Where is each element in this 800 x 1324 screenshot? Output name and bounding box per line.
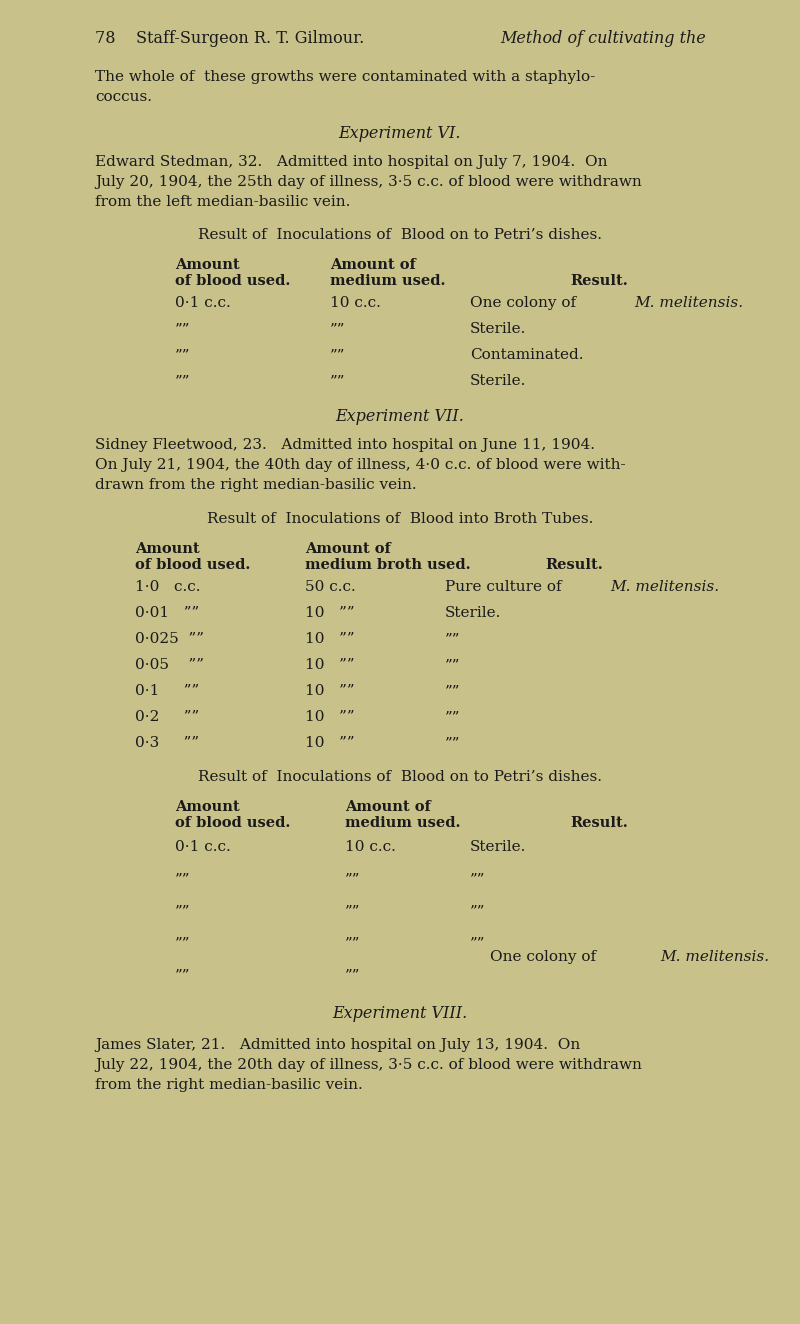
Text: Amount of: Amount of — [305, 542, 391, 556]
Text: Amount of: Amount of — [330, 258, 416, 271]
Text: Sterile.: Sterile. — [445, 606, 502, 620]
Text: Result.: Result. — [570, 274, 628, 289]
Text: July 22, 1904, the 20th day of illness, 3·5 c.c. of blood were withdrawn: July 22, 1904, the 20th day of illness, … — [95, 1058, 642, 1072]
Text: ””: ”” — [345, 968, 361, 982]
Text: M. melitensis.: M. melitensis. — [660, 951, 769, 964]
Text: of blood used.: of blood used. — [175, 274, 290, 289]
Text: 78    Staff-Surgeon R. T. Gilmour.: 78 Staff-Surgeon R. T. Gilmour. — [95, 30, 364, 46]
Text: Method of cultivating the: Method of cultivating the — [500, 30, 706, 46]
Text: Amount: Amount — [135, 542, 200, 556]
Text: 10   ””: 10 ”” — [305, 606, 354, 620]
Text: Result of  Inoculations of  Blood on to Petri’s dishes.: Result of Inoculations of Blood on to Pe… — [198, 228, 602, 242]
Text: drawn from the right median-basilic vein.: drawn from the right median-basilic vein… — [95, 478, 417, 493]
Text: ””: ”” — [330, 322, 346, 336]
Text: Edward Stedman, 32.   Admitted into hospital on July 7, 1904.  On: Edward Stedman, 32. Admitted into hospit… — [95, 155, 607, 169]
Text: Sterile.: Sterile. — [470, 839, 526, 854]
Text: Result of  Inoculations of  Blood on to Petri’s dishes.: Result of Inoculations of Blood on to Pe… — [198, 771, 602, 784]
Text: from the right median-basilic vein.: from the right median-basilic vein. — [95, 1078, 362, 1092]
Text: ””: ”” — [345, 936, 361, 951]
Text: ””: ”” — [175, 968, 190, 982]
Text: Result.: Result. — [545, 557, 602, 572]
Text: Result of  Inoculations of  Blood into Broth Tubes.: Result of Inoculations of Blood into Bro… — [207, 512, 593, 526]
Text: 1·0   c.c.: 1·0 c.c. — [135, 580, 201, 594]
Text: ””: ”” — [470, 936, 486, 951]
Text: 10   ””: 10 ”” — [305, 658, 354, 673]
Text: 0·3     ””: 0·3 ”” — [135, 736, 199, 749]
Text: M. melitensis.: M. melitensis. — [634, 297, 743, 310]
Text: Contaminated.: Contaminated. — [470, 348, 583, 361]
Text: One colony of: One colony of — [490, 951, 601, 964]
Text: M. melitensis.: M. melitensis. — [610, 580, 719, 594]
Text: ””: ”” — [175, 348, 190, 361]
Text: ””: ”” — [445, 710, 461, 724]
Text: coccus.: coccus. — [95, 90, 152, 105]
Text: 10   ””: 10 ”” — [305, 685, 354, 698]
Text: ””: ”” — [175, 936, 190, 951]
Text: The whole of  these growths were contaminated with a staphylo-: The whole of these growths were contamin… — [95, 70, 595, 83]
Text: 0·1 c.c.: 0·1 c.c. — [175, 297, 230, 310]
Text: 0·1 c.c.: 0·1 c.c. — [175, 839, 230, 854]
Text: On July 21, 1904, the 40th day of illness, 4·0 c.c. of blood were with-: On July 21, 1904, the 40th day of illnes… — [95, 458, 626, 471]
Text: 10   ””: 10 ”” — [305, 632, 354, 646]
Text: Pure culture of: Pure culture of — [445, 580, 566, 594]
Text: ””: ”” — [175, 373, 190, 388]
Text: ””: ”” — [445, 736, 461, 749]
Text: ””: ”” — [470, 873, 486, 886]
Text: ””: ”” — [445, 632, 461, 646]
Text: Sterile.: Sterile. — [470, 322, 526, 336]
Text: 50 c.c.: 50 c.c. — [305, 580, 356, 594]
Text: ””: ”” — [175, 873, 190, 886]
Text: ””: ”” — [445, 685, 461, 698]
Text: Amount of: Amount of — [345, 800, 431, 814]
Text: medium used.: medium used. — [330, 274, 446, 289]
Text: James Slater, 21.   Admitted into hospital on July 13, 1904.  On: James Slater, 21. Admitted into hospital… — [95, 1038, 580, 1053]
Text: ””: ”” — [330, 348, 346, 361]
Text: ””: ”” — [175, 322, 190, 336]
Text: One colony of: One colony of — [470, 297, 581, 310]
Text: medium broth used.: medium broth used. — [305, 557, 470, 572]
Text: Sterile.: Sterile. — [470, 373, 526, 388]
Text: Amount: Amount — [175, 800, 240, 814]
Text: of blood used.: of blood used. — [135, 557, 250, 572]
Text: 0·1     ””: 0·1 ”” — [135, 685, 199, 698]
Text: Experiment VII.: Experiment VII. — [335, 408, 465, 425]
Text: Sidney Fleetwood, 23.   Admitted into hospital on June 11, 1904.: Sidney Fleetwood, 23. Admitted into hosp… — [95, 438, 595, 451]
Text: Experiment VI.: Experiment VI. — [338, 124, 462, 142]
Text: ””: ”” — [345, 904, 361, 918]
Text: ””: ”” — [175, 904, 190, 918]
Text: 0·05    ””: 0·05 ”” — [135, 658, 204, 673]
Text: 0·025  ””: 0·025 ”” — [135, 632, 204, 646]
Text: medium used.: medium used. — [345, 816, 461, 830]
Text: ””: ”” — [330, 373, 346, 388]
Text: 0·2     ””: 0·2 ”” — [135, 710, 199, 724]
Text: from the left median-basilic vein.: from the left median-basilic vein. — [95, 195, 350, 209]
Text: ””: ”” — [445, 658, 461, 673]
Text: 10 c.c.: 10 c.c. — [330, 297, 381, 310]
Text: 0·01   ””: 0·01 ”” — [135, 606, 199, 620]
Text: Amount: Amount — [175, 258, 240, 271]
Text: ””: ”” — [345, 873, 361, 886]
Text: of blood used.: of blood used. — [175, 816, 290, 830]
Text: Result.: Result. — [570, 816, 628, 830]
Text: Experiment VIII.: Experiment VIII. — [332, 1005, 468, 1022]
Text: July 20, 1904, the 25th day of illness, 3·5 c.c. of blood were withdrawn: July 20, 1904, the 25th day of illness, … — [95, 175, 642, 189]
Text: 10   ””: 10 ”” — [305, 710, 354, 724]
Text: 10 c.c.: 10 c.c. — [345, 839, 396, 854]
Text: 10   ””: 10 ”” — [305, 736, 354, 749]
Text: ””: ”” — [470, 904, 486, 918]
